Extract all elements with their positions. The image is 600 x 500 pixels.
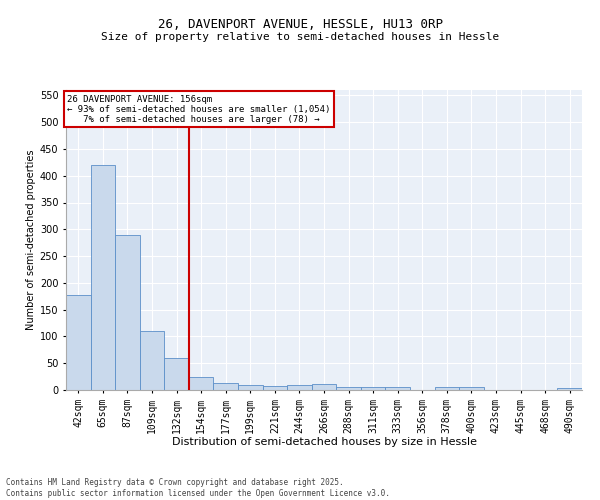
Bar xyxy=(361,387,385,390)
Bar xyxy=(189,376,214,390)
Bar xyxy=(115,235,140,390)
Bar xyxy=(238,384,263,390)
X-axis label: Distribution of semi-detached houses by size in Hessle: Distribution of semi-detached houses by … xyxy=(172,437,476,447)
Bar xyxy=(557,388,582,390)
Bar xyxy=(214,382,238,390)
Text: Contains HM Land Registry data © Crown copyright and database right 2025.
Contai: Contains HM Land Registry data © Crown c… xyxy=(6,478,390,498)
Bar xyxy=(263,386,287,390)
Bar xyxy=(385,387,410,390)
Bar xyxy=(434,388,459,390)
Bar xyxy=(164,358,189,390)
Y-axis label: Number of semi-detached properties: Number of semi-detached properties xyxy=(26,150,35,330)
Text: Size of property relative to semi-detached houses in Hessle: Size of property relative to semi-detach… xyxy=(101,32,499,42)
Bar xyxy=(312,384,336,390)
Bar xyxy=(459,388,484,390)
Bar xyxy=(140,331,164,390)
Text: 26 DAVENPORT AVENUE: 156sqm
← 93% of semi-detached houses are smaller (1,054)
  : 26 DAVENPORT AVENUE: 156sqm ← 93% of sem… xyxy=(67,94,331,124)
Bar xyxy=(287,384,312,390)
Bar xyxy=(66,294,91,390)
Bar xyxy=(91,165,115,390)
Text: 26, DAVENPORT AVENUE, HESSLE, HU13 0RP: 26, DAVENPORT AVENUE, HESSLE, HU13 0RP xyxy=(157,18,443,30)
Bar xyxy=(336,388,361,390)
